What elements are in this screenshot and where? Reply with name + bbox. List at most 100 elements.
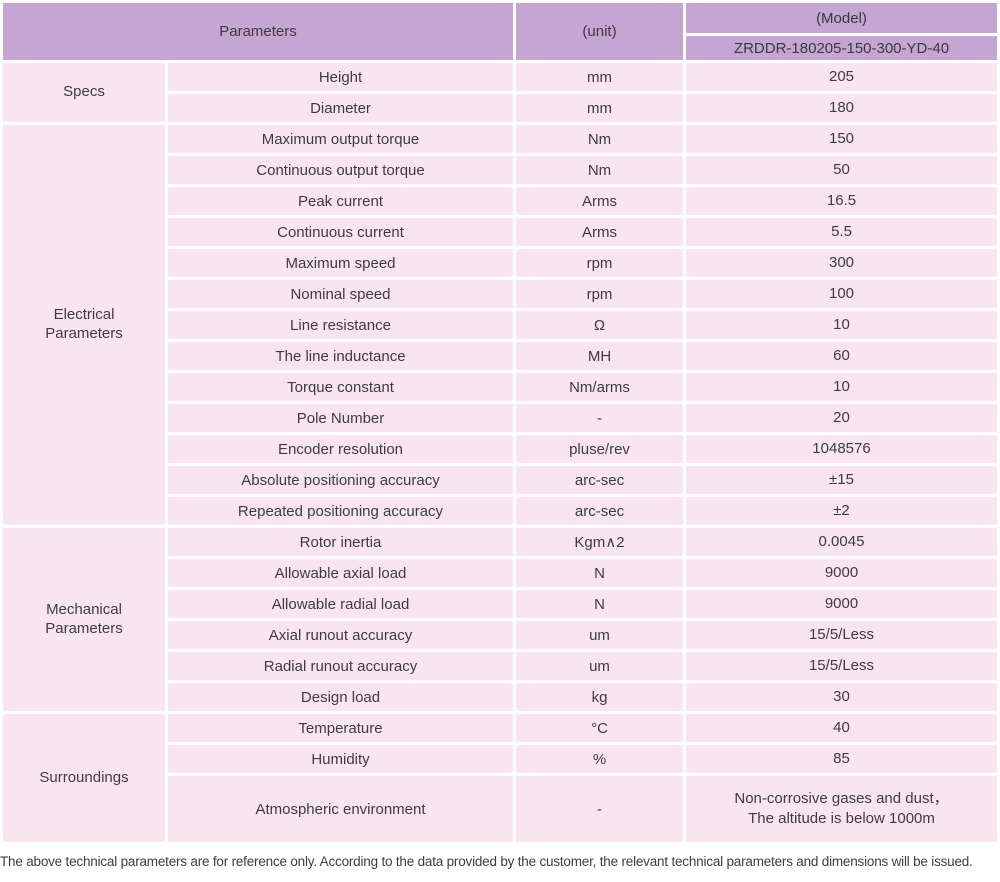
table-row: Axial runout accuracy um 15/5/Less bbox=[3, 621, 997, 649]
table-row: Mechanical Parameters Rotor inertia Kgm∧2 0… bbox=[3, 528, 997, 711]
value-cell: 9000 bbox=[686, 559, 997, 587]
header-model-number: ZRDDR-180205-150-300-YD-40 bbox=[686, 36, 997, 60]
header-unit: (unit) bbox=[516, 3, 683, 60]
table-row: Continuous current Arms 5.5 bbox=[3, 218, 997, 246]
unit-cell: mm bbox=[516, 63, 683, 91]
unit-cell: Kgm∧2 bbox=[516, 528, 683, 556]
parameter-cell: Axial runout accuracy bbox=[168, 621, 513, 649]
unit-cell: Arms bbox=[516, 187, 683, 215]
unit-cell: Nm bbox=[516, 125, 683, 153]
unit-cell: rpm bbox=[516, 280, 683, 308]
parameter-cell: Line resistance bbox=[168, 311, 513, 339]
parameter-cell: Continuous current bbox=[168, 218, 513, 246]
unit-cell: N bbox=[516, 559, 683, 587]
value-cell: 30 bbox=[686, 683, 997, 711]
unit-cell: Arms bbox=[516, 218, 683, 246]
parameter-cell: Maximum output torque bbox=[168, 125, 513, 153]
table-row: Atmospheric environment - Non-corrosive ga… bbox=[3, 776, 997, 842]
unit-cell: pluse/rev bbox=[516, 435, 683, 463]
unit-cell: °C bbox=[516, 714, 683, 742]
parameter-cell: Absolute positioning accuracy bbox=[168, 466, 513, 494]
parameter-cell: Torque constant bbox=[168, 373, 513, 401]
table-row: Line resistance Ω 10 bbox=[3, 311, 997, 339]
header-model: (Model) bbox=[686, 3, 997, 33]
group-label: Surroundings bbox=[39, 768, 129, 786]
table-row: Specs Height mm 205 bbox=[3, 63, 997, 122]
value-cell: 1048576 bbox=[686, 435, 997, 463]
unit-cell: - bbox=[516, 404, 683, 432]
table-row: Repeated positioning accuracy arc-sec ±2 bbox=[3, 497, 997, 525]
unit-cell: arc-sec bbox=[516, 466, 683, 494]
unit-cell: Nm bbox=[516, 156, 683, 184]
parameter-cell: Pole Number bbox=[168, 404, 513, 432]
unit-cell: N bbox=[516, 590, 683, 618]
table-row: Humidity% 85 bbox=[3, 745, 997, 773]
parameter-cell: Temperature bbox=[168, 714, 513, 742]
group-label: Mechanical Parameters bbox=[45, 600, 123, 637]
value-cell: 85 bbox=[686, 745, 997, 773]
parameter-cell: Allowable axial load bbox=[168, 559, 513, 587]
table-row: Electrical Parameters Maximum output torq… bbox=[3, 125, 997, 525]
parameter-cell: Height bbox=[168, 63, 513, 91]
table-row: Torque constant Nm/arms 10 bbox=[3, 373, 997, 401]
value-cell: 205 bbox=[686, 63, 997, 91]
group-cell: Mechanical Parameters bbox=[3, 528, 165, 711]
table-row: Design load kg 30 bbox=[3, 683, 997, 711]
table-row: The line inductance MH 60 bbox=[3, 342, 997, 370]
parameter-cell: Encoder resolution bbox=[168, 435, 513, 463]
group-cell: Electrical Parameters bbox=[3, 125, 165, 525]
group-cell: Specs bbox=[3, 63, 165, 122]
value-cell: ±15 bbox=[686, 466, 997, 494]
value-cell: ±2 bbox=[686, 497, 997, 525]
value-cell: 150 bbox=[686, 125, 997, 153]
parameter-cell: Design load bbox=[168, 683, 513, 711]
table-row: Continuous output torque Nm 50 bbox=[3, 156, 997, 184]
unit-cell: Nm/arms bbox=[516, 373, 683, 401]
value-cell: 9000 bbox=[686, 590, 997, 618]
footer-note: The above technical parameters are for r… bbox=[0, 854, 973, 869]
group-label: Specs bbox=[63, 83, 105, 101]
unit-cell: % bbox=[516, 745, 683, 773]
value-cell: Non-corrosive gases and dust， The altitu… bbox=[686, 776, 997, 842]
unit-cell: um bbox=[516, 652, 683, 680]
parameter-cell: Diameter bbox=[168, 94, 513, 122]
table-row: Surroundings Temperature °C 40 bbox=[3, 714, 997, 842]
table-body: Specs Height mm 205 Diameter mm 180 Electrical … bbox=[3, 63, 997, 842]
value-cell: 40 bbox=[686, 714, 997, 742]
parameter-cell: The line inductance bbox=[168, 342, 513, 370]
parameter-cell: Nominal speed bbox=[168, 280, 513, 308]
value-cell: 60 bbox=[686, 342, 997, 370]
value-cell: 10 bbox=[686, 373, 997, 401]
value-cell: 180 bbox=[686, 94, 997, 122]
table-row: Radial runout accuracy um 15/5/Less bbox=[3, 652, 997, 680]
table-row: Allowable axial load N 9000 bbox=[3, 559, 997, 587]
value-cell: 0.0045 bbox=[686, 528, 997, 556]
parameter-cell: Radial runout accuracy bbox=[168, 652, 513, 680]
unit-cell: arc-sec bbox=[516, 497, 683, 525]
parameter-cell: Maximum speed bbox=[168, 249, 513, 277]
table-header: Parameters (unit) (Model) ZRDDR-180205-1… bbox=[3, 3, 997, 60]
value-cell: 5.5 bbox=[686, 218, 997, 246]
parameter-cell: Continuous output torque bbox=[168, 156, 513, 184]
value-cell: 50 bbox=[686, 156, 997, 184]
value-cell: 16.5 bbox=[686, 187, 997, 215]
header-parameters: Parameters bbox=[3, 3, 513, 60]
value-cell: 10 bbox=[686, 311, 997, 339]
value-cell: 15/5/Less bbox=[686, 621, 997, 649]
table-row: Diameter mm 180 bbox=[3, 94, 997, 122]
unit-cell: um bbox=[516, 621, 683, 649]
value-cell: 100 bbox=[686, 280, 997, 308]
table-row: Maximum speed rpm 300 bbox=[3, 249, 997, 277]
table-row: Peak current Arms 16.5 bbox=[3, 187, 997, 215]
table-row: Absolute positioning accuracy arc-sec ±15 bbox=[3, 466, 997, 494]
unit-cell: - bbox=[516, 776, 683, 842]
unit-cell: mm bbox=[516, 94, 683, 122]
parameter-cell: Allowable radial load bbox=[168, 590, 513, 618]
value-cell: 15/5/Less bbox=[686, 652, 997, 680]
parameter-cell: Humidity bbox=[168, 745, 513, 773]
unit-cell: MH bbox=[516, 342, 683, 370]
parameter-cell: Repeated positioning accuracy bbox=[168, 497, 513, 525]
table-row: Encoder resolution pluse/rev 1048576 bbox=[3, 435, 997, 463]
value-cell: 300 bbox=[686, 249, 997, 277]
